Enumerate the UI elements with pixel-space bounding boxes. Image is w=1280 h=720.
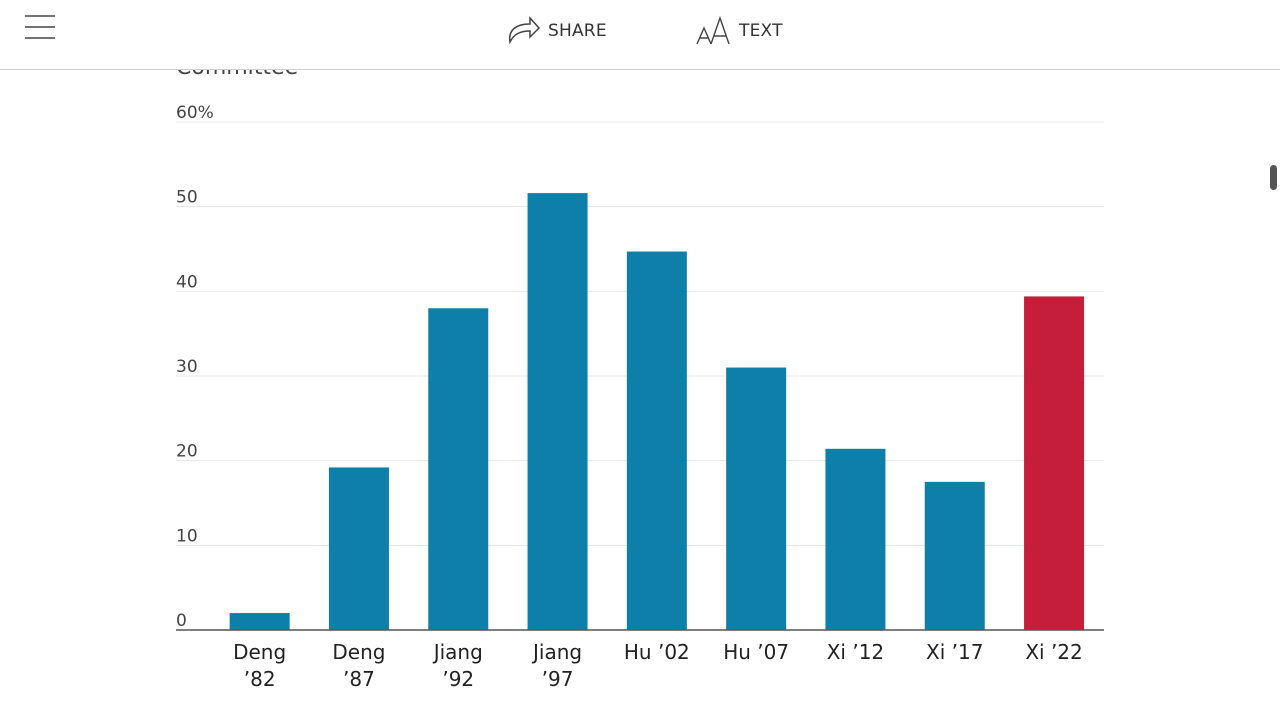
bar <box>229 613 290 630</box>
y-tick-label: 60% <box>176 103 214 123</box>
share-button[interactable]: SHARE <box>548 21 607 41</box>
x-tick-label: Jiang ’92 <box>433 640 483 691</box>
bar <box>924 481 985 630</box>
y-tick-label: 20 <box>176 442 198 462</box>
bar <box>328 467 389 630</box>
y-tick-label: 30 <box>176 357 198 377</box>
y-tick-label: 40 <box>176 272 198 292</box>
bar <box>527 193 588 630</box>
x-tick-label: Hu ’02 <box>623 640 690 664</box>
x-tick-label: Deng ’87 <box>332 640 386 691</box>
toolbar-icons <box>25 15 730 45</box>
x-tick-label: Xi ’22 <box>1025 640 1083 664</box>
y-tick-label: 50 <box>176 188 198 208</box>
x-tick-label: Deng ’82 <box>233 640 287 691</box>
x-tick-label: Xi ’12 <box>826 640 885 664</box>
x-tick-label: Hu ’07 <box>723 640 790 664</box>
bar <box>1024 296 1085 630</box>
scrollbar[interactable] <box>1270 165 1277 190</box>
bar <box>428 308 489 630</box>
text-button[interactable]: TEXT <box>739 21 783 41</box>
text-size-icon[interactable] <box>696 15 730 45</box>
menu-icon[interactable] <box>25 15 55 39</box>
y-tick-label: 10 <box>176 526 198 546</box>
bar <box>825 448 886 630</box>
x-tick-label: Jiang ’97 <box>533 640 583 691</box>
bar <box>626 251 687 631</box>
bar <box>726 367 787 630</box>
y-tick-label: 0 <box>176 611 187 631</box>
share-icon[interactable] <box>508 16 541 45</box>
x-tick-label: Xi ’17 <box>926 640 984 664</box>
toolbar: SHARE TEXT <box>0 0 1280 70</box>
